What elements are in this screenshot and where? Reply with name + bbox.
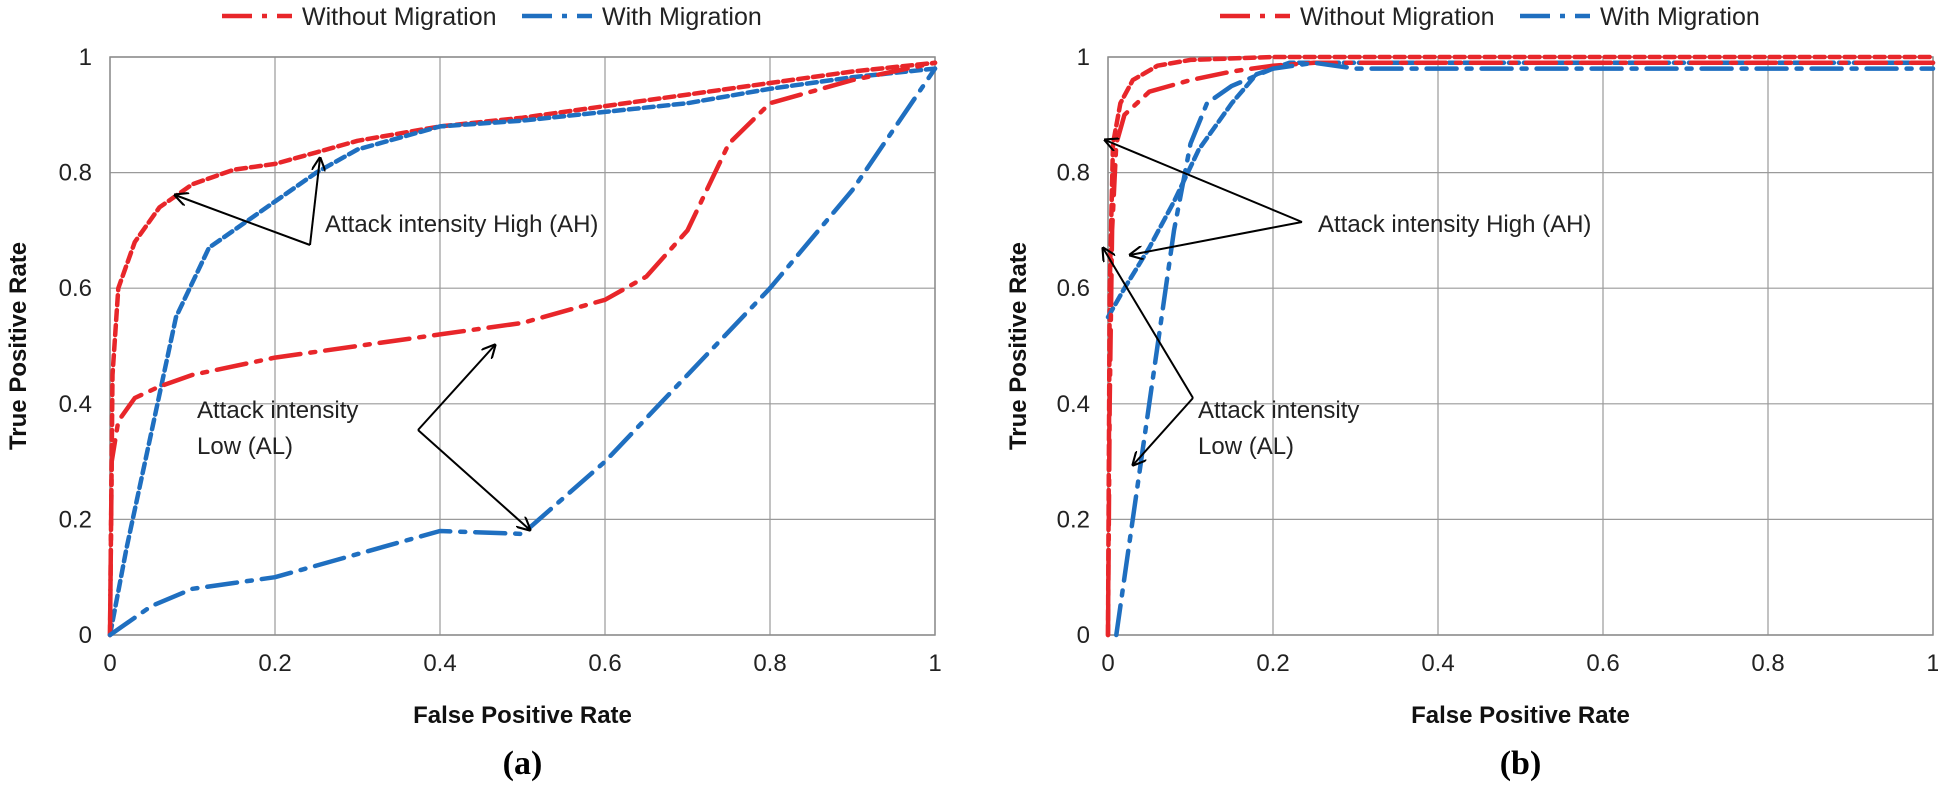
y-tick-label: 0 <box>1077 622 1090 649</box>
x-tick-label: 0.8 <box>1751 650 1784 677</box>
legend-entry-without-migration: Without Migration <box>302 3 497 31</box>
y-tick-label: 0 <box>79 622 92 649</box>
annotation-attack-low: Attack intensity Low (AL) <box>197 345 530 530</box>
plot-frame <box>109 56 936 636</box>
x-tick-label: 0 <box>1101 650 1114 677</box>
legend-entry-with-migration: With Migration <box>602 3 762 31</box>
panel-label: (a) <box>503 745 543 782</box>
plot-frame <box>1107 56 1934 636</box>
annotation-arrow <box>1105 140 1303 223</box>
x-axis-label: False Positive Rate <box>413 702 632 729</box>
y-tick-label: 0.6 <box>1057 275 1090 302</box>
panel-label: (b) <box>1500 745 1542 782</box>
x-tick-label: 0.4 <box>1421 650 1454 677</box>
annotation-arrow <box>309 158 320 246</box>
annotation-text: Attack intensity High (AH) <box>1318 211 1591 238</box>
y-tick-label: 0.2 <box>1057 506 1090 533</box>
series-line-with-migration-ah <box>107 66 938 638</box>
annotation-arrow <box>1133 397 1194 465</box>
annotation-text: Attack intensity <box>1198 397 1359 424</box>
series-line-without-migration-al <box>1105 60 1936 638</box>
annotation-arrow <box>417 345 495 431</box>
y-tick-label: 0.6 <box>59 275 92 302</box>
series-line-without-migration-ah <box>107 60 938 638</box>
annotation-attack-high: Attack intensity High (AH) <box>175 158 598 246</box>
legend-entry-without-migration: Without Migration <box>1300 3 1495 31</box>
y-tick-label: 1 <box>79 44 92 71</box>
annotation-text: Low (AL) <box>1198 433 1294 460</box>
y-tick-label: 0.4 <box>59 391 92 418</box>
series-line-with-migration-al <box>107 66 938 638</box>
y-tick-label: 1 <box>1077 44 1090 71</box>
y-tick-label: 0.4 <box>1057 391 1090 418</box>
x-axis-label: False Positive Rate <box>1411 702 1630 729</box>
legend: Without Migration With Migration <box>1220 3 1760 31</box>
annotation-arrow <box>1103 248 1194 399</box>
x-tick-label: 0 <box>103 650 116 677</box>
annotation-arrow <box>417 429 530 530</box>
series-line-with-migration-ah <box>1105 60 1936 320</box>
legend: Without Migration With Migration <box>222 3 762 31</box>
y-tick-label: 0.2 <box>59 506 92 533</box>
annotation-arrow <box>175 195 311 246</box>
y-axis-label: True Positive Rate <box>5 242 32 450</box>
y-tick-label: 0.8 <box>59 160 92 187</box>
annotation-arrow <box>1130 221 1303 255</box>
chart-panel-a: 0 0.2 0.4 0.6 0.8 1 0 0.2 0.4 0.6 0.8 1 False Positi… <box>5 3 942 782</box>
chart-panel-b: 0 0.2 0.4 0.6 0.8 1 0 0.2 0.4 0.6 0.8 1 False Positi… <box>1005 3 1938 782</box>
x-tick-label: 1 <box>928 650 941 677</box>
x-tick-label: 0.4 <box>423 650 456 677</box>
y-tick-label: 0.8 <box>1057 160 1090 187</box>
series-line-without-migration-al <box>107 60 938 638</box>
legend-entry-with-migration: With Migration <box>1600 3 1760 31</box>
series-line-with-migration-al <box>1114 60 1936 638</box>
series-line-without-migration-ah <box>1105 54 1936 638</box>
annotation-attack-high: Attack intensity High (AH) <box>1105 140 1591 255</box>
x-tick-label: 0.8 <box>753 650 786 677</box>
x-tick-label: 0.6 <box>588 650 621 677</box>
x-tick-label: 1 <box>1926 650 1938 677</box>
annotation-text: Attack intensity <box>197 397 358 424</box>
annotation-text: Attack intensity High (AH) <box>325 211 598 238</box>
y-axis-label: True Positive Rate <box>1005 242 1032 450</box>
annotation-attack-low: Attack intensity Low (AL) <box>1103 248 1359 465</box>
x-tick-label: 0.6 <box>1586 650 1619 677</box>
annotation-text: Low (AL) <box>197 433 293 460</box>
x-tick-label: 0.2 <box>258 650 291 677</box>
x-tick-label: 0.2 <box>1256 650 1289 677</box>
